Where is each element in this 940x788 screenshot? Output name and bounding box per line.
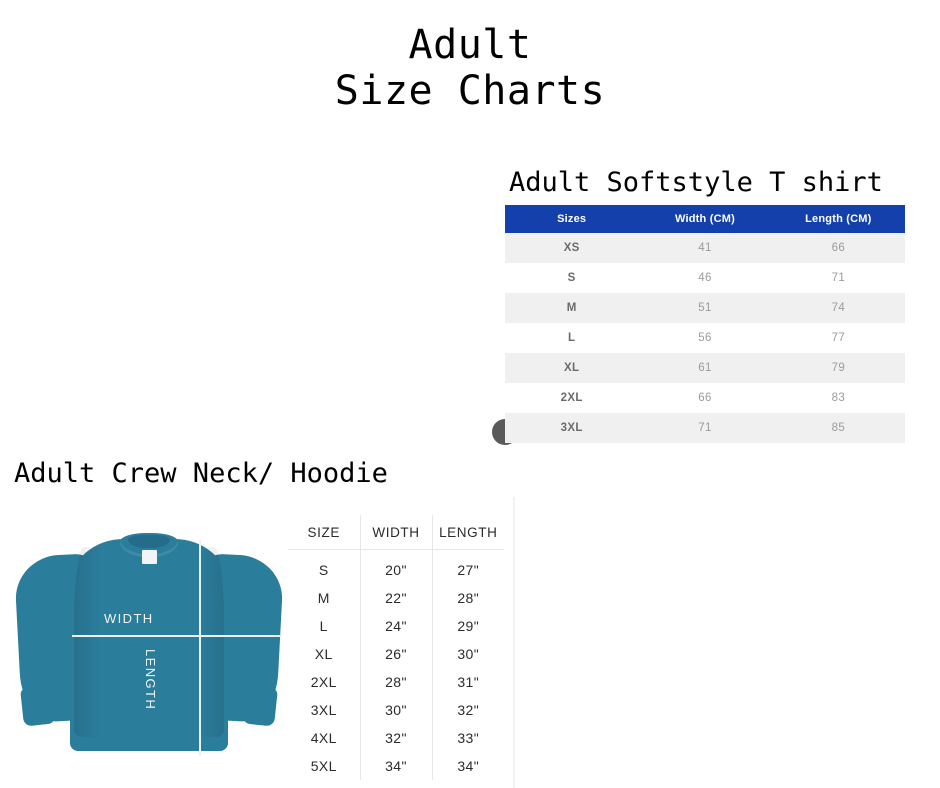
tshirt-col-width: Width (CM) bbox=[638, 205, 772, 233]
table-row: XL 26" 30" bbox=[288, 640, 504, 668]
table-row: 2XL 66 83 bbox=[505, 383, 905, 413]
table-row: L 56 77 bbox=[505, 323, 905, 353]
width-measure-label: WIDTH bbox=[104, 611, 154, 626]
hoodie-cell-size: 5XL bbox=[310, 758, 337, 774]
sweatshirt-right-shadow bbox=[198, 547, 224, 737]
sweatshirt-hem bbox=[70, 715, 228, 751]
table-row: 2XL 28" 31" bbox=[288, 668, 504, 696]
hoodie-section-heading: Adult Crew Neck/ Hoodie bbox=[14, 458, 388, 489]
table-row: M 22" 28" bbox=[288, 584, 504, 612]
table-header-row: SIZE WIDTH LENGTH bbox=[288, 515, 504, 550]
hoodie-cell-size: 3XL bbox=[310, 702, 337, 718]
hoodie-cell-size: 2XL bbox=[310, 674, 337, 690]
table-row: 3XL 30" 32" bbox=[288, 696, 504, 724]
table-row: M 51 74 bbox=[505, 293, 905, 323]
sweatshirt-left-shadow bbox=[74, 547, 100, 737]
hoodie-cell-size: XL bbox=[314, 646, 333, 662]
tshirt-cell-size: XL bbox=[505, 353, 639, 383]
hoodie-cell-length: 30" bbox=[431, 640, 504, 668]
hoodie-cell-size: 4XL bbox=[310, 730, 337, 746]
sweatshirt-left-cuff bbox=[20, 685, 56, 727]
hoodie-cell-width: 22" bbox=[359, 584, 432, 612]
hoodie-cell-width: 32" bbox=[359, 724, 432, 752]
tshirt-col-size: Sizes bbox=[505, 205, 639, 233]
hoodie-size-table: SIZE WIDTH LENGTH S 20" 27" M 22" 28" L bbox=[288, 515, 504, 780]
tshirt-cell-length: 66 bbox=[771, 233, 905, 263]
length-measure-line bbox=[199, 540, 201, 756]
hoodie-cell-length: 28" bbox=[431, 584, 504, 612]
hoodie-cell-width: 34" bbox=[359, 752, 432, 780]
table-row: 3XL 71 85 bbox=[505, 413, 905, 443]
tshirt-cell-width: 66 bbox=[638, 383, 772, 413]
table-row: XS 41 66 bbox=[505, 233, 905, 263]
tshirt-cell-length: 83 bbox=[771, 383, 905, 413]
width-measure-line bbox=[72, 635, 282, 637]
tshirt-cell-width: 51 bbox=[638, 293, 772, 323]
sweatshirt-right-cuff bbox=[242, 685, 278, 727]
hoodie-cell-length: 31" bbox=[431, 668, 504, 696]
tshirt-cell-length: 71 bbox=[771, 263, 905, 293]
tshirt-cell-size: L bbox=[505, 323, 639, 353]
tshirt-cell-width: 46 bbox=[638, 263, 772, 293]
hoodie-cell-length: 33" bbox=[431, 724, 504, 752]
sweatshirt-brand-tag bbox=[142, 550, 157, 564]
sweatshirt-illustration: WIDTH LENGTH bbox=[8, 527, 290, 772]
tshirt-cell-size: M bbox=[505, 293, 639, 323]
hoodie-cell-width: 30" bbox=[359, 696, 432, 724]
hoodie-cell-length: 34" bbox=[431, 752, 504, 780]
hoodie-cell-length: 29" bbox=[431, 612, 504, 640]
length-measure-label: LENGTH bbox=[143, 649, 158, 711]
tshirt-cell-length: 79 bbox=[771, 353, 905, 383]
hoodie-col-size: SIZE bbox=[288, 515, 360, 550]
tshirt-cell-length: 77 bbox=[771, 323, 905, 353]
page-title: Adult Size Charts bbox=[334, 22, 606, 114]
table-row: S 20" 27" bbox=[288, 549, 504, 584]
sweatshirt-neck-opening bbox=[128, 535, 170, 548]
hoodie-panel: WIDTH LENGTH SIZE WIDTH LENGTH S 20" 27"… bbox=[0, 497, 515, 788]
hoodie-col-width: WIDTH bbox=[359, 515, 432, 550]
tshirt-section-heading: Adult Softstyle T shirt bbox=[509, 167, 883, 198]
tshirt-cell-width: 71 bbox=[638, 413, 772, 443]
hoodie-col-length: LENGTH bbox=[431, 515, 504, 550]
hoodie-cell-length: 32" bbox=[431, 696, 504, 724]
tshirt-cell-size: XS bbox=[505, 233, 639, 263]
hoodie-cell-length: 27" bbox=[431, 549, 504, 584]
table-row: XL 61 79 bbox=[505, 353, 905, 383]
tshirt-cell-size: 2XL bbox=[505, 383, 639, 413]
table-row: 4XL 32" 33" bbox=[288, 724, 504, 752]
hoodie-cell-width: 24" bbox=[359, 612, 432, 640]
hoodie-cell-width: 26" bbox=[359, 640, 432, 668]
hoodie-cell-size: M bbox=[317, 590, 330, 606]
table-row: S 46 71 bbox=[505, 263, 905, 293]
tshirt-cell-width: 41 bbox=[638, 233, 772, 263]
tshirt-cell-size: S bbox=[505, 263, 639, 293]
hoodie-cell-width: 28" bbox=[359, 668, 432, 696]
tshirt-cell-width: 61 bbox=[638, 353, 772, 383]
tshirt-size-table: Sizes Width (CM) Length (CM) XS 41 66 S … bbox=[505, 205, 905, 443]
tshirt-col-length: Length (CM) bbox=[771, 205, 905, 233]
tshirt-cell-length: 85 bbox=[771, 413, 905, 443]
hoodie-cell-size: S bbox=[318, 562, 329, 578]
hoodie-cell-size: L bbox=[319, 618, 328, 634]
tshirt-cell-width: 56 bbox=[638, 323, 772, 353]
tshirt-cell-size: 3XL bbox=[505, 413, 639, 443]
table-row: L 24" 29" bbox=[288, 612, 504, 640]
hoodie-cell-width: 20" bbox=[359, 549, 432, 584]
tshirt-cell-length: 74 bbox=[771, 293, 905, 323]
table-header-row: Sizes Width (CM) Length (CM) bbox=[505, 205, 905, 233]
table-row: 5XL 34" 34" bbox=[288, 752, 504, 780]
